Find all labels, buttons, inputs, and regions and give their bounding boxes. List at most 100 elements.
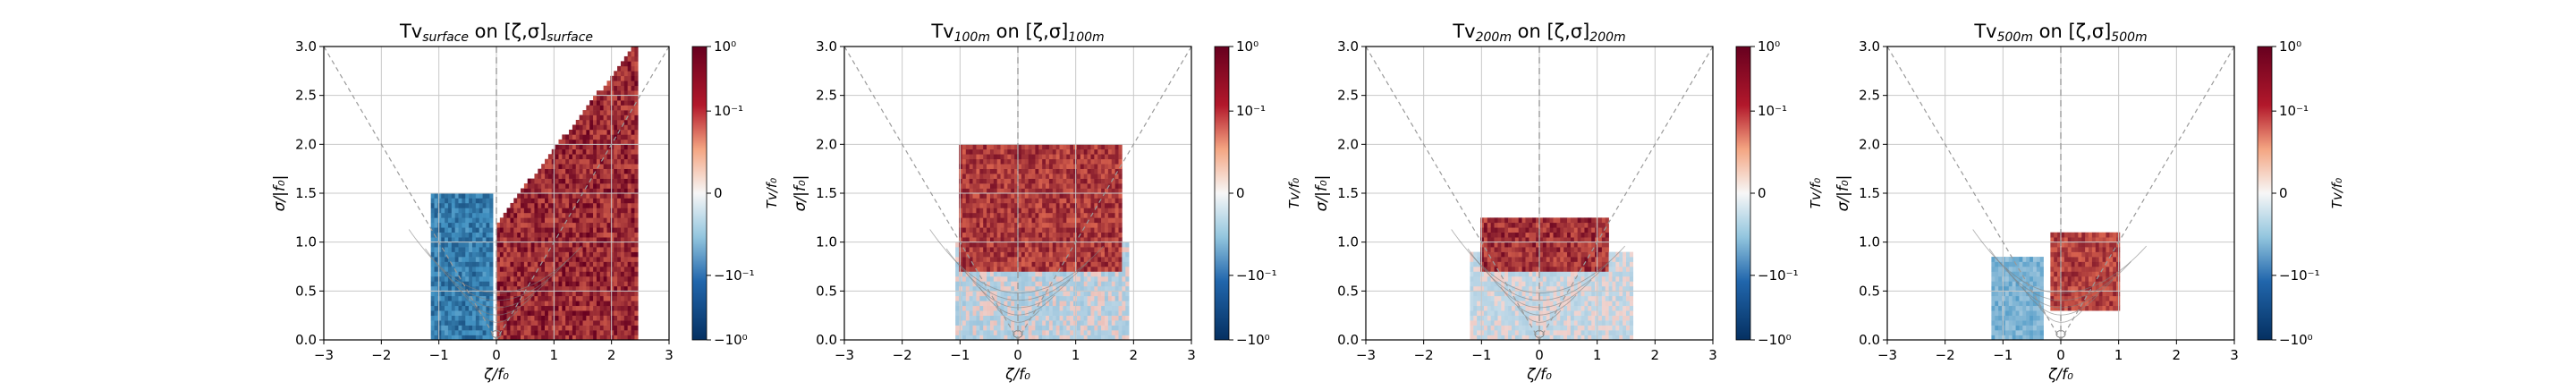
- heatmap-cell: [617, 247, 621, 252]
- heatmap-cell: [479, 203, 483, 208]
- heatmap-cell: [431, 233, 435, 238]
- heatmap-cell: [600, 223, 604, 228]
- heatmap-cell: [597, 237, 600, 242]
- heatmap-cell: [597, 179, 600, 184]
- heatmap-cell: [1088, 203, 1091, 208]
- heatmap-cell: [597, 301, 600, 306]
- heatmap-cell: [600, 276, 604, 282]
- heatmap-cell: [628, 276, 631, 282]
- heatmap-cell: [1470, 320, 1473, 326]
- heatmap-cell: [545, 223, 548, 228]
- heatmap-cell: [1060, 330, 1063, 335]
- heatmap-cell: [1543, 301, 1546, 306]
- heatmap-cell: [465, 242, 469, 248]
- heatmap-cell: [994, 310, 997, 316]
- heatmap-cell: [583, 316, 587, 321]
- heatmap-cell: [966, 203, 970, 208]
- x-axis-label: ζ/f₀: [483, 366, 509, 384]
- heatmap-cell: [569, 296, 572, 301]
- heatmap-cell: [1053, 213, 1056, 218]
- heatmap-cell: [1032, 159, 1036, 165]
- heatmap-cell: [548, 164, 552, 169]
- heatmap-cell: [1066, 223, 1070, 228]
- heatmap-cell: [1546, 262, 1550, 267]
- heatmap-cell: [970, 233, 973, 238]
- heatmap-cell: [1119, 330, 1123, 335]
- heatmap-cell: [1112, 159, 1115, 165]
- heatmap-cell: [1119, 213, 1123, 218]
- heatmap-cell: [1115, 144, 1119, 149]
- heatmap-cell: [1080, 164, 1084, 169]
- heatmap-cell: [1084, 183, 1088, 189]
- heatmap-cell: [1042, 164, 1046, 169]
- heatmap-cell: [1046, 237, 1049, 242]
- heatmap-cell: [1101, 203, 1105, 208]
- heatmap-cell: [994, 149, 997, 155]
- heatmap-cell: [1029, 326, 1032, 331]
- heatmap-cell: [562, 257, 565, 262]
- heatmap-cell: [1525, 242, 1529, 248]
- heatmap-cell: [617, 281, 621, 286]
- heatmap-cell: [534, 189, 538, 194]
- heatmap-cell: [1487, 330, 1491, 335]
- heatmap-cell: [617, 90, 621, 96]
- heatmap-cell: [431, 203, 435, 208]
- heatmap-cell: [448, 247, 452, 252]
- heatmap-cell: [576, 267, 580, 272]
- heatmap-cell: [569, 144, 572, 149]
- heatmap-cell: [548, 316, 552, 321]
- heatmap-cell: [1101, 237, 1105, 242]
- heatmap-cell: [1501, 330, 1504, 335]
- heatmap-cell: [1112, 198, 1115, 203]
- heatmap-cell: [1007, 286, 1011, 292]
- heatmap-cell: [1497, 252, 1501, 258]
- heatmap-cell: [569, 174, 572, 179]
- heatmap-cell: [1477, 296, 1480, 301]
- heatmap-cell: [604, 233, 607, 238]
- heatmap-cell: [1554, 257, 1557, 262]
- heatmap-cell: [1080, 310, 1084, 316]
- heatmap-cell: [1112, 149, 1115, 155]
- heatmap-cell: [1491, 242, 1495, 248]
- heatmap-cell: [1063, 316, 1066, 321]
- heatmap-cell: [1119, 247, 1123, 252]
- heatmap-cell: [548, 301, 552, 306]
- heatmap-cell: [1004, 326, 1007, 331]
- heatmap-cell: [572, 174, 576, 179]
- heatmap-cell: [979, 237, 983, 242]
- heatmap-cell: [431, 301, 435, 306]
- heatmap-cell: [987, 217, 990, 223]
- heatmap-cell: [452, 326, 455, 331]
- heatmap-cell: [634, 134, 638, 140]
- heatmap-cell: [597, 90, 600, 96]
- heatmap-cell: [614, 262, 617, 267]
- heatmap-cell: [983, 213, 987, 218]
- heatmap-cell: [624, 130, 628, 135]
- heatmap-cell: [604, 203, 607, 208]
- heatmap-cell: [576, 306, 580, 311]
- heatmap-cell: [607, 276, 611, 282]
- heatmap-cell: [441, 237, 445, 242]
- heatmap-cell: [555, 286, 559, 292]
- heatmap-cell: [624, 247, 628, 252]
- heatmap-cell: [576, 310, 580, 316]
- heatmap-cell: [1097, 271, 1101, 276]
- heatmap-cell: [1112, 257, 1115, 262]
- heatmap-cell: [1090, 301, 1094, 306]
- heatmap-cell: [1021, 291, 1025, 296]
- heatmap-cell: [997, 193, 1001, 199]
- heatmap-cell: [1025, 169, 1029, 174]
- heatmap-cell: [555, 193, 559, 199]
- heatmap-cell: [962, 286, 966, 292]
- heatmap-cell: [1084, 281, 1088, 286]
- heatmap-cell: [1532, 252, 1536, 258]
- heatmap-cell: [966, 149, 970, 155]
- heatmap-cell: [607, 100, 611, 106]
- heatmap-cell: [1066, 217, 1070, 223]
- heatmap-cell: [1090, 169, 1094, 174]
- heatmap-cell: [469, 326, 472, 331]
- heatmap-cell: [973, 213, 977, 218]
- heatmap-cell: [507, 247, 511, 252]
- heatmap-cell: [524, 193, 528, 199]
- heatmap-cell: [1066, 242, 1070, 248]
